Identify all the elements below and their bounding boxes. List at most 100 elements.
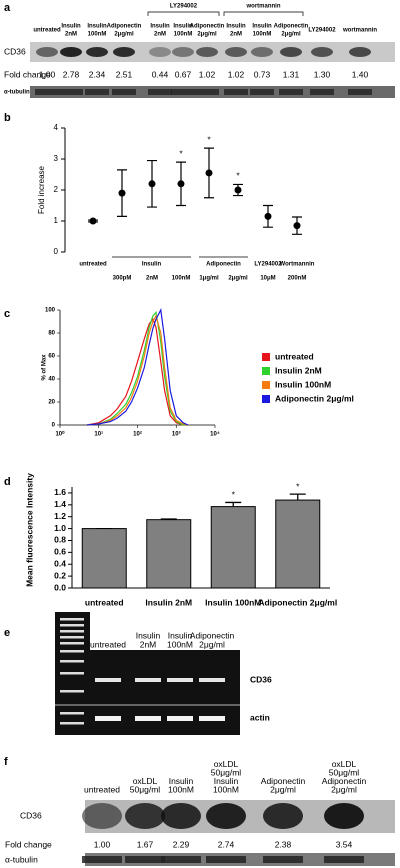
band xyxy=(82,856,122,863)
x-tick-label: 10¹ xyxy=(94,431,103,438)
fold-change: 2.34 xyxy=(89,69,106,79)
y-tick-label: 40 xyxy=(48,377,55,383)
lane-label: untreated xyxy=(84,784,120,794)
group-label: Wortmannin xyxy=(280,262,315,268)
lane-label: Adiponectin xyxy=(274,24,309,30)
lane-label: 100nM xyxy=(174,32,193,38)
y-axis-label: Fold increase xyxy=(37,165,46,214)
group-label: untreated xyxy=(79,262,107,268)
y-tick-label: 1.2 xyxy=(54,511,66,521)
band xyxy=(196,47,218,57)
band xyxy=(199,678,225,682)
x-tick-label: 100nM xyxy=(172,276,191,282)
x-tick-label: 10⁰ xyxy=(55,431,65,438)
x-tick-label: 200nM xyxy=(288,276,307,282)
fold-change: 2.51 xyxy=(116,69,133,79)
lane-label: 2μg/ml xyxy=(270,784,296,794)
bar xyxy=(210,506,256,589)
y-tick-label: 0.8 xyxy=(54,535,66,545)
legend-label: Adiponectin 2μg/ml xyxy=(275,393,354,403)
band xyxy=(35,89,59,95)
lane-label: Adiponectin xyxy=(190,24,225,30)
lane-label: 2μg/ml xyxy=(197,32,217,38)
row-label: α-tubulin xyxy=(5,854,38,864)
group-label: LY294002 xyxy=(254,262,282,268)
lane-label: Adiponectin xyxy=(322,776,367,786)
lane-label: 2μg/ml xyxy=(281,32,301,38)
lane-label: 50μg/ml xyxy=(130,784,161,794)
lane-label: oxLDL xyxy=(332,759,357,769)
x-tick-label: 10μM xyxy=(260,276,275,282)
x-tick-label: 10⁴ xyxy=(210,432,220,438)
y-tick-label: 1.4 xyxy=(54,499,66,509)
fold-change: 1.02 xyxy=(228,69,245,79)
y-tick-label: 0.4 xyxy=(54,558,66,568)
ladder-band xyxy=(60,624,84,627)
x-tick-label: 10³ xyxy=(172,431,181,438)
lane-label: 100nM xyxy=(213,784,239,794)
panel-letter: e xyxy=(4,627,10,639)
band xyxy=(195,89,219,95)
ladder-band xyxy=(60,636,84,639)
y-tick-label: 60 xyxy=(48,354,55,360)
error-bar xyxy=(225,501,242,507)
y-axis-label: % of Max xyxy=(42,354,48,381)
band xyxy=(263,803,303,829)
series-line xyxy=(86,318,188,426)
lane-label: Insulin xyxy=(168,630,193,640)
significance: * xyxy=(232,490,236,500)
panel-letter: a xyxy=(4,2,11,14)
y-tick-label: 0.2 xyxy=(54,570,66,580)
lane-label: Insulin xyxy=(252,24,272,30)
lane-label: 100nM xyxy=(167,639,193,649)
x-tick-label: 1μg/ml xyxy=(199,276,219,282)
significance: * xyxy=(296,481,300,491)
row-label: CD36 xyxy=(250,674,272,684)
fold-change: 1.30 xyxy=(314,69,331,79)
bracket xyxy=(223,11,304,16)
point xyxy=(205,169,213,177)
bar xyxy=(81,528,127,589)
lane-label: 100nM xyxy=(168,784,194,794)
y-tick-label: 1.6 xyxy=(54,487,66,497)
lane-label: 2nM xyxy=(65,32,77,38)
lane-label: Insulin xyxy=(136,630,161,640)
significance: * xyxy=(179,148,183,158)
lane-label: 2nM xyxy=(154,32,166,38)
band xyxy=(148,89,172,95)
panel-letter: d xyxy=(4,476,11,488)
band xyxy=(113,47,135,57)
band xyxy=(199,716,225,721)
x-tick-label: 2nM xyxy=(146,276,158,282)
x-tick-label: Insulin 2nM xyxy=(145,597,192,607)
lane-label: 100nM xyxy=(88,32,107,38)
point xyxy=(264,212,272,220)
fold-change: 1.00 xyxy=(39,69,56,79)
point xyxy=(89,217,97,225)
x-tick-label: 300pM xyxy=(113,276,132,282)
band xyxy=(224,89,248,95)
band xyxy=(59,89,83,95)
band xyxy=(85,89,109,95)
y-tick-label: 20 xyxy=(48,400,55,406)
x-tick-label: Adiponectin 2μg/ml xyxy=(258,597,337,607)
lane-label: 2nM xyxy=(140,639,157,649)
y-tick-label: 2 xyxy=(54,185,59,194)
x-tick-label: 2μg/ml xyxy=(228,276,248,282)
band xyxy=(172,47,194,57)
band xyxy=(125,803,165,829)
significance: * xyxy=(207,134,211,144)
band xyxy=(82,803,122,829)
y-tick-label: 0 xyxy=(54,247,59,256)
ladder-band xyxy=(60,618,84,621)
legend-swatch xyxy=(262,395,270,403)
panel-letter: f xyxy=(4,756,8,768)
band xyxy=(60,47,82,57)
lane-label: Adiponectin xyxy=(261,776,306,786)
lane-label: Adiponectin xyxy=(107,24,142,30)
lane-label: 50μg/ml xyxy=(329,767,360,777)
panel-letter: b xyxy=(4,112,11,124)
band xyxy=(311,47,333,57)
y-tick-label: 0.0 xyxy=(54,582,66,592)
